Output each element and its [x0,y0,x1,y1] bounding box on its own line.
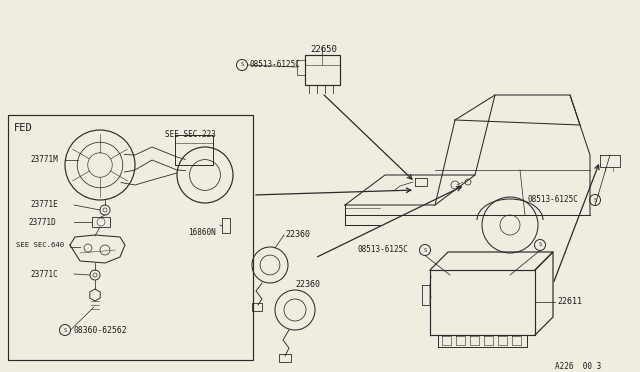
Text: SEE SEC.640: SEE SEC.640 [16,242,64,248]
Text: S: S [593,198,596,202]
Text: 23771E: 23771E [30,200,58,209]
Text: 16860N: 16860N [188,228,216,237]
Text: 22360: 22360 [295,280,320,289]
Text: 08513-6125C: 08513-6125C [250,60,301,69]
Text: SEE SEC.223: SEE SEC.223 [165,130,216,139]
Text: S: S [538,243,541,247]
Bar [8,115,253,360]
Bar [175,135,213,165]
Text: 23771M: 23771M [30,155,58,164]
Text: A226  00 3: A226 00 3 [555,362,601,371]
Bar [305,55,340,85]
Bar [279,354,291,362]
Text: 22650: 22650 [310,45,337,54]
Text: S: S [63,327,67,333]
Text: 22360: 22360 [285,230,310,239]
Bar [92,217,110,227]
Text: 22611: 22611 [557,297,582,306]
Bar [252,303,262,311]
Text: S: S [241,62,244,67]
Text: S: S [424,247,427,253]
Text: 08360-62562: 08360-62562 [73,326,127,335]
Text: 08513-6125C: 08513-6125C [527,195,578,204]
Text: 23771D: 23771D [28,218,56,227]
Text: FED: FED [14,123,33,133]
Text: 08513-6125C: 08513-6125C [357,245,408,254]
Text: 23771C: 23771C [30,270,58,279]
